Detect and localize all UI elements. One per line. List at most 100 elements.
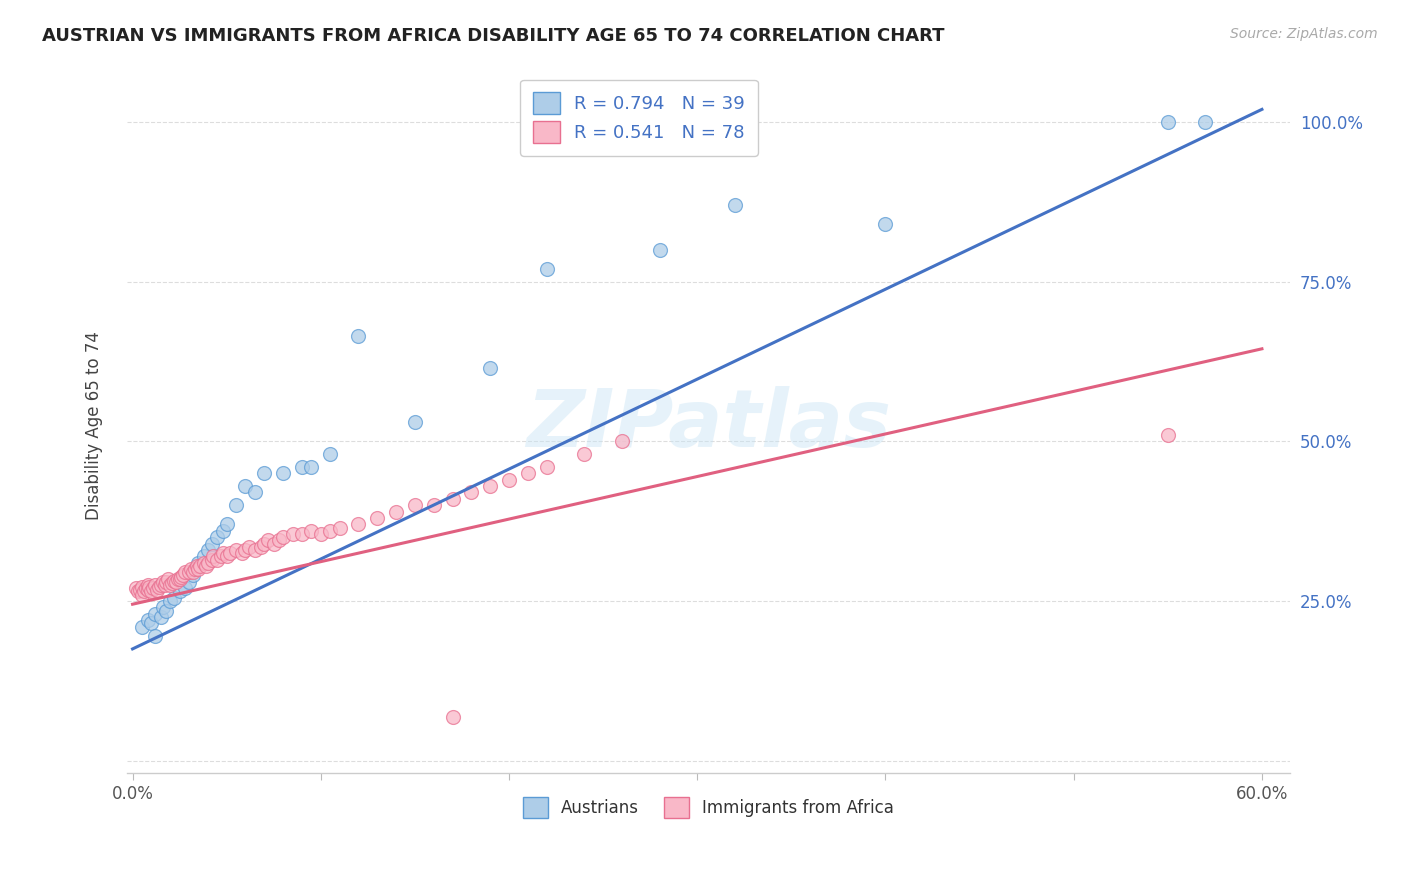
Point bbox=[212, 546, 235, 560]
Point bbox=[160, 576, 183, 591]
Point bbox=[235, 479, 257, 493]
Point bbox=[148, 580, 170, 594]
Point bbox=[165, 574, 187, 589]
Point bbox=[159, 594, 181, 608]
Point bbox=[347, 517, 370, 532]
Point bbox=[299, 459, 322, 474]
Point bbox=[441, 491, 464, 506]
Point bbox=[136, 613, 159, 627]
Point bbox=[257, 533, 280, 548]
Point bbox=[1157, 428, 1180, 442]
Point bbox=[516, 467, 538, 481]
Point bbox=[163, 591, 186, 605]
Point bbox=[479, 479, 502, 493]
Point bbox=[169, 584, 191, 599]
Point bbox=[197, 543, 219, 558]
Point bbox=[143, 607, 166, 621]
Point bbox=[209, 549, 232, 564]
Point bbox=[136, 578, 159, 592]
Point bbox=[188, 558, 211, 573]
Point bbox=[153, 578, 176, 592]
Point bbox=[253, 536, 276, 550]
Point bbox=[253, 467, 276, 481]
Point bbox=[309, 527, 332, 541]
Point bbox=[404, 498, 426, 512]
Point bbox=[152, 600, 174, 615]
Point bbox=[136, 582, 159, 597]
Point bbox=[131, 588, 153, 602]
Point bbox=[610, 434, 633, 449]
Point bbox=[127, 584, 149, 599]
Point bbox=[202, 549, 225, 564]
Point bbox=[193, 556, 215, 570]
Point bbox=[170, 570, 193, 584]
Point bbox=[479, 361, 502, 376]
Point bbox=[146, 582, 169, 597]
Point bbox=[231, 546, 253, 560]
Text: AUSTRIAN VS IMMIGRANTS FROM AFRICA DISABILITY AGE 65 TO 74 CORRELATION CHART: AUSTRIAN VS IMMIGRANTS FROM AFRICA DISAB… bbox=[42, 27, 945, 45]
Point bbox=[152, 574, 174, 589]
Point bbox=[648, 243, 671, 257]
Point bbox=[155, 574, 177, 589]
Point bbox=[291, 459, 314, 474]
Point bbox=[263, 536, 285, 550]
Point bbox=[347, 329, 370, 343]
Point bbox=[498, 473, 520, 487]
Point bbox=[194, 558, 217, 573]
Point bbox=[291, 527, 314, 541]
Point bbox=[215, 517, 238, 532]
Point bbox=[197, 556, 219, 570]
Point bbox=[193, 549, 215, 564]
Point bbox=[207, 530, 229, 544]
Point bbox=[299, 524, 322, 538]
Point bbox=[187, 562, 209, 576]
Point bbox=[177, 574, 200, 589]
Point bbox=[135, 581, 157, 595]
Point bbox=[149, 578, 172, 592]
Point bbox=[149, 610, 172, 624]
Point bbox=[875, 217, 897, 231]
Point bbox=[319, 447, 342, 461]
Point bbox=[142, 581, 165, 595]
Point bbox=[441, 710, 464, 724]
Point bbox=[159, 578, 181, 592]
Point bbox=[166, 572, 188, 586]
Point bbox=[366, 511, 388, 525]
Point bbox=[235, 543, 257, 558]
Point bbox=[143, 578, 166, 592]
Point bbox=[249, 540, 271, 554]
Legend: Austrians, Immigrants from Africa: Austrians, Immigrants from Africa bbox=[516, 790, 901, 824]
Point bbox=[131, 619, 153, 633]
Point bbox=[243, 485, 266, 500]
Point bbox=[157, 572, 180, 586]
Point bbox=[574, 447, 596, 461]
Point bbox=[169, 572, 191, 586]
Point bbox=[125, 581, 148, 595]
Point bbox=[243, 543, 266, 558]
Point bbox=[271, 467, 294, 481]
Point bbox=[536, 459, 558, 474]
Point bbox=[225, 543, 247, 558]
Point bbox=[724, 198, 747, 212]
Point bbox=[187, 556, 209, 570]
Text: ZIPatlas: ZIPatlas bbox=[526, 386, 891, 465]
Point bbox=[536, 262, 558, 277]
Point bbox=[269, 533, 291, 548]
Point bbox=[422, 498, 444, 512]
Point bbox=[143, 629, 166, 643]
Text: Source: ZipAtlas.com: Source: ZipAtlas.com bbox=[1230, 27, 1378, 41]
Point bbox=[180, 562, 202, 576]
Point bbox=[1194, 115, 1216, 129]
Point bbox=[155, 604, 177, 618]
Point bbox=[1157, 115, 1180, 129]
Point bbox=[201, 552, 224, 566]
Point bbox=[138, 580, 160, 594]
Point bbox=[404, 415, 426, 429]
Point bbox=[177, 566, 200, 580]
Point bbox=[132, 584, 155, 599]
Point bbox=[329, 520, 352, 534]
Point bbox=[141, 616, 163, 631]
Point bbox=[174, 581, 197, 595]
Point bbox=[181, 568, 204, 582]
Y-axis label: Disability Age 65 to 74: Disability Age 65 to 74 bbox=[86, 331, 103, 520]
